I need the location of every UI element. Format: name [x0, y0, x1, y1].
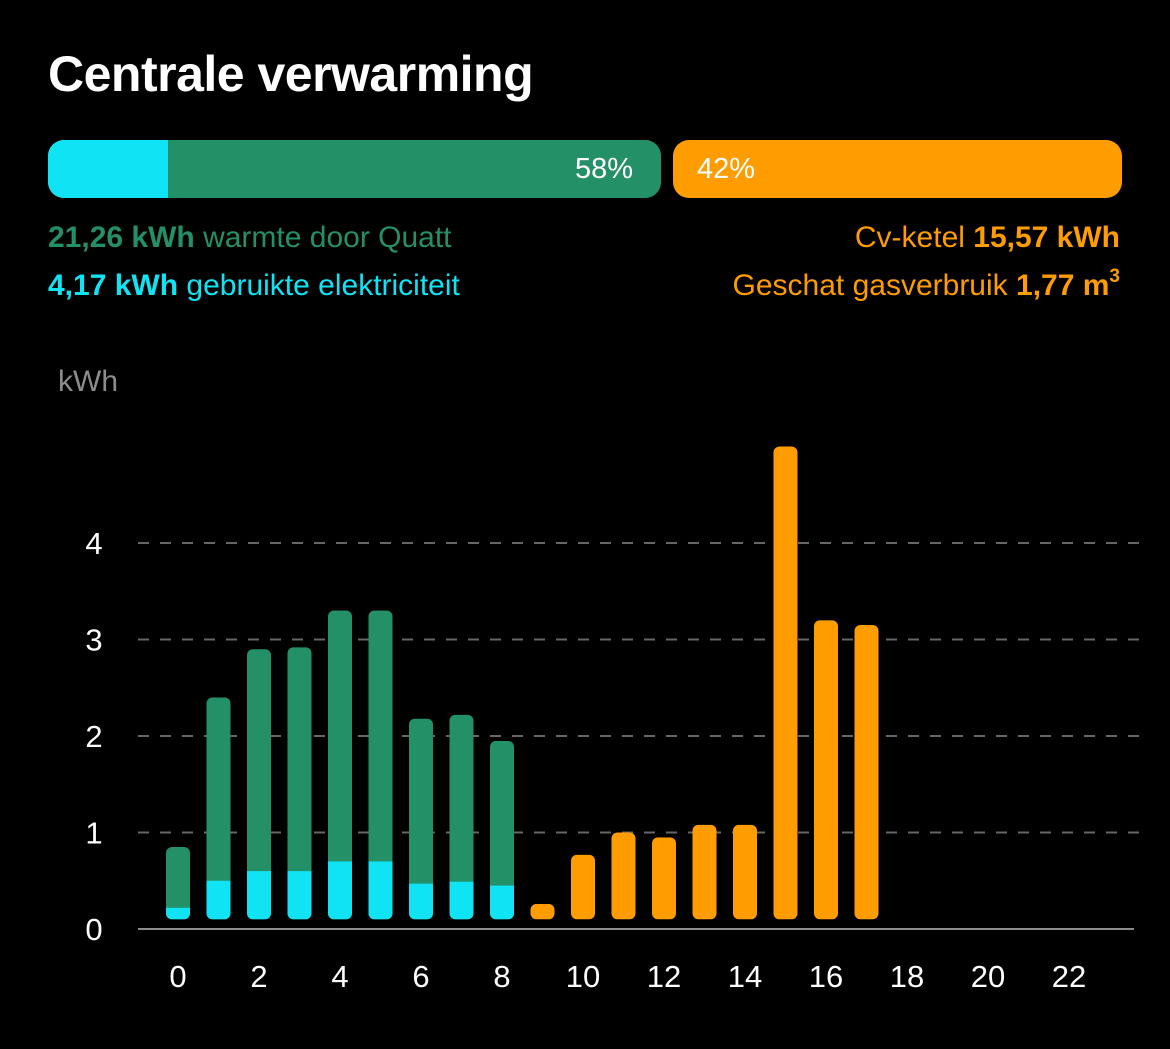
- quatt-percentage: 58%: [574, 153, 633, 185]
- bar-hour-4: [328, 610, 352, 920]
- electricity-bar: [287, 871, 312, 920]
- electricity-bar: [612, 924, 636, 926]
- boiler-bar: [571, 854, 595, 920]
- x-tick-label: 12: [647, 959, 681, 994]
- x-tick-label: 16: [809, 959, 843, 994]
- boiler-bar: [530, 903, 555, 920]
- bar-hour-6: [409, 718, 433, 920]
- bar-hour-2: [247, 649, 271, 920]
- x-tick-label: 8: [493, 959, 510, 994]
- x-tick-label: 14: [728, 959, 762, 994]
- boiler-bar: [854, 625, 879, 920]
- bar-hour-11: [611, 832, 636, 926]
- gas-value: 1,77 m: [1016, 269, 1110, 302]
- electricity-bar: [693, 924, 717, 926]
- electricity-text: gebruikte elektriciteit: [186, 269, 460, 302]
- y-tick-label: 4: [85, 526, 102, 561]
- electricity-bar: [571, 924, 595, 926]
- electricity-bar: [328, 861, 352, 920]
- electricity-bar: [531, 924, 555, 926]
- electricity-bar: [206, 880, 231, 920]
- bar-hour-17: [854, 625, 879, 926]
- gas-unit-superscript: 3: [1109, 266, 1120, 287]
- bar-hour-5: [368, 610, 393, 920]
- quatt-ratio-bar: 58%: [48, 140, 661, 198]
- boiler-bar: [773, 446, 798, 920]
- electricity-bar: [490, 885, 514, 920]
- quatt-heat-value: 21,26 kWh: [48, 221, 195, 254]
- bar-hour-10: [571, 854, 595, 926]
- boiler-bar: [652, 837, 676, 920]
- bar-hour-13: [692, 824, 717, 926]
- electricity-bar: [855, 924, 879, 926]
- boiler-stat: Cv-ketel 15,57 kWh: [855, 218, 1120, 258]
- boiler-bar: [733, 824, 757, 920]
- electricity-stat: 4,17 kWh gebruikte elektriciteit: [48, 266, 460, 306]
- electricity-bar: [247, 871, 271, 920]
- x-tick-label: 22: [1052, 959, 1086, 994]
- electricity-bar: [449, 881, 474, 920]
- boiler-bar: [692, 824, 717, 920]
- electricity-bar: [652, 924, 676, 926]
- x-tick-label: 6: [412, 959, 429, 994]
- electricity-bar: [814, 924, 838, 926]
- electricity-bar: [166, 907, 190, 920]
- boiler-value: 15,57 kWh: [973, 221, 1120, 254]
- electricity-bar: [409, 883, 433, 920]
- x-tick-label: 4: [331, 959, 348, 994]
- electricity-bar: [733, 924, 757, 926]
- quatt-heat-bar: [166, 846, 190, 920]
- x-tick-label: 10: [566, 959, 600, 994]
- bar-hour-14: [733, 824, 757, 926]
- boiler-text: Cv-ketel: [854, 221, 965, 254]
- bar-hour-0: [166, 846, 190, 920]
- bar-hour-3: [287, 647, 312, 920]
- gas-stat: Geschat gasverbruik 1,77 m3: [733, 266, 1120, 306]
- bar-hour-7: [449, 714, 474, 920]
- bar-hour-1: [206, 697, 231, 920]
- gas-text: Geschat gasverbruik: [732, 269, 1008, 302]
- x-tick-label: 18: [890, 959, 924, 994]
- electricity-segment: [48, 140, 169, 198]
- y-tick-label: 1: [85, 816, 102, 851]
- bar-hour-16: [814, 620, 838, 926]
- y-tick-label: 3: [85, 623, 102, 658]
- bar-hour-8: [490, 740, 514, 920]
- bar-hour-12: [652, 837, 676, 926]
- electricity-bar: [774, 924, 798, 926]
- x-tick-label: 20: [971, 959, 1005, 994]
- quatt-heat-text: warmte door Quatt: [203, 221, 452, 254]
- x-tick-label: 2: [250, 959, 267, 994]
- page-title: Centrale verwarming: [48, 46, 534, 102]
- y-tick-label: 2: [85, 719, 102, 754]
- bar-hour-15: [773, 446, 798, 926]
- y-tick-label: 0: [85, 912, 102, 947]
- boiler-ratio-bar: 42%: [673, 140, 1122, 198]
- boiler-bar: [611, 832, 636, 920]
- electricity-bar: [368, 861, 393, 920]
- quatt-heat-stat: 21,26 kWh warmte door Quatt: [48, 218, 452, 258]
- y-axis-unit-label: kWh: [58, 365, 118, 398]
- boiler-bar: [814, 620, 838, 920]
- x-tick-label: 0: [169, 959, 186, 994]
- boiler-percentage: 42%: [697, 153, 756, 185]
- bar-hour-9: [530, 903, 555, 926]
- electricity-value: 4,17 kWh: [48, 269, 179, 302]
